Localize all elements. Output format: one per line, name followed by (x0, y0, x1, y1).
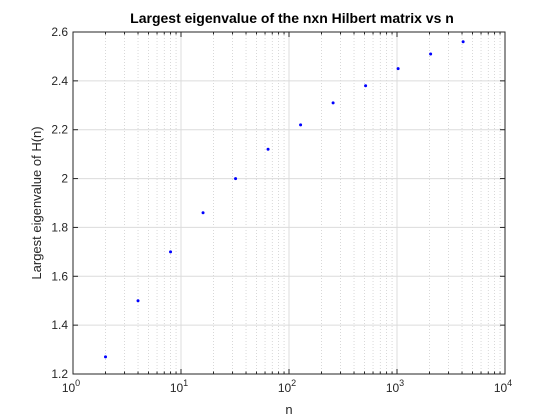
data-point (364, 84, 368, 88)
y-tick-label: 2.4 (51, 74, 68, 88)
data-point (299, 123, 303, 127)
y-tick-label: 1.4 (51, 318, 68, 332)
data-point (234, 177, 238, 181)
data-point (266, 147, 270, 151)
data-point (136, 299, 140, 303)
x-tick-label: 103 (386, 378, 404, 395)
data-point (169, 250, 173, 254)
data-point (461, 40, 465, 44)
data-points (104, 40, 465, 359)
y-axis-label: Largest eigenvalue of H(n) (29, 126, 44, 279)
x-tick-label: 100 (62, 378, 80, 395)
y-tick-labels: 1.2 1.4 1.6 1.8 2 2.2 2.4 2.6 (51, 25, 68, 381)
y-tick-label: 1.2 (51, 367, 68, 381)
chart-title: Largest eigenvalue of the nxn Hilbert ma… (130, 10, 454, 26)
x-tick-label: 102 (278, 378, 296, 395)
y-tick-label: 1.6 (51, 269, 68, 283)
y-tick-label: 2 (61, 172, 68, 186)
data-point (104, 355, 108, 359)
y-tick-label: 1.8 (51, 220, 68, 234)
x-tick-label: 104 (494, 378, 512, 395)
y-tick-label: 2.2 (51, 123, 68, 137)
axis-ticks (72, 31, 506, 375)
data-point (429, 52, 433, 56)
data-point (396, 67, 400, 71)
x-axis-label: n (285, 402, 292, 417)
y-tick-label: 2.6 (51, 25, 68, 39)
x-tick-labels: 100 101 102 103 104 (62, 378, 512, 395)
x-tick-label: 101 (170, 378, 188, 395)
data-point (331, 101, 335, 105)
grid (72, 31, 506, 375)
data-point (201, 211, 205, 215)
